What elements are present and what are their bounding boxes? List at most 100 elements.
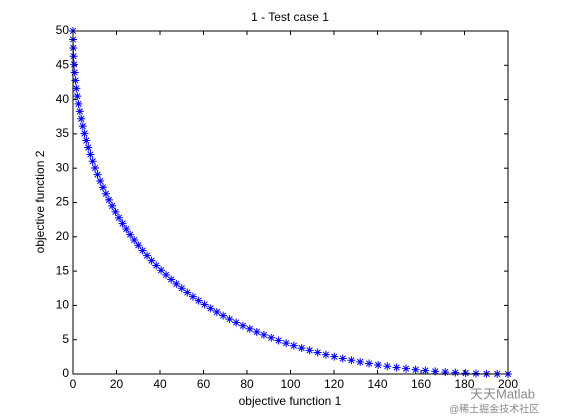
marker bbox=[431, 367, 440, 376]
marker bbox=[82, 136, 91, 145]
marker bbox=[172, 279, 181, 288]
y-tick-label: 45 bbox=[56, 57, 70, 71]
marker bbox=[75, 107, 84, 116]
watermark: 天天Matlab bbox=[470, 386, 535, 401]
marker bbox=[134, 241, 143, 250]
y-axis-label: objective function 2 bbox=[33, 150, 47, 253]
marker bbox=[162, 270, 171, 279]
y-tick-label: 20 bbox=[56, 229, 70, 243]
marker bbox=[69, 52, 78, 61]
x-tick-label: 140 bbox=[367, 377, 387, 391]
marker bbox=[188, 292, 197, 301]
marker bbox=[289, 341, 298, 350]
marker bbox=[305, 346, 314, 355]
marker bbox=[138, 246, 147, 255]
marker bbox=[225, 315, 234, 324]
marker bbox=[338, 354, 347, 363]
watermark: @稀土掘金技术社区 bbox=[449, 403, 539, 416]
marker bbox=[152, 261, 161, 270]
marker bbox=[80, 129, 89, 138]
marker bbox=[126, 230, 135, 239]
marker bbox=[282, 339, 291, 348]
marker bbox=[200, 300, 209, 309]
x-tick-label: 200 bbox=[498, 377, 518, 391]
marker bbox=[108, 201, 117, 210]
marker bbox=[383, 362, 392, 371]
marker bbox=[177, 284, 186, 293]
marker bbox=[206, 304, 215, 313]
marker bbox=[130, 236, 139, 245]
plot-area bbox=[73, 31, 508, 374]
marker bbox=[71, 76, 80, 85]
marker bbox=[252, 327, 261, 336]
y-tick-label: 0 bbox=[62, 366, 69, 380]
marker bbox=[245, 324, 254, 333]
marker bbox=[143, 251, 152, 260]
marker bbox=[274, 336, 283, 345]
y-tick-label: 25 bbox=[56, 195, 70, 209]
x-tick-label: 100 bbox=[280, 377, 300, 391]
plot: 0 20 40 60 80 100 120 140 160 180 200 0 5 10 15 20 25 30 3… bbox=[56, 23, 519, 391]
marker bbox=[70, 60, 79, 69]
marker bbox=[72, 84, 81, 93]
marker bbox=[111, 207, 120, 216]
marker bbox=[313, 348, 322, 357]
marker bbox=[330, 352, 339, 361]
y-tick-label: 15 bbox=[56, 263, 70, 277]
marker bbox=[147, 256, 156, 265]
marker bbox=[114, 213, 123, 222]
y-tick-label: 40 bbox=[56, 92, 70, 106]
marker bbox=[365, 359, 374, 368]
x-tick-label: 20 bbox=[110, 377, 124, 391]
marker bbox=[356, 357, 365, 366]
marker bbox=[212, 308, 221, 317]
y-tick-label: 5 bbox=[62, 332, 69, 346]
marker bbox=[451, 368, 460, 377]
marker bbox=[91, 163, 100, 172]
marker bbox=[219, 311, 228, 320]
x-tick-label: 80 bbox=[240, 377, 254, 391]
marker bbox=[118, 219, 127, 228]
marker bbox=[411, 365, 420, 374]
marker bbox=[157, 266, 166, 275]
marker bbox=[86, 150, 95, 159]
x-tick-label: 40 bbox=[153, 377, 167, 391]
y-tick-label: 35 bbox=[56, 126, 70, 140]
marker bbox=[70, 68, 79, 77]
marker bbox=[347, 356, 356, 365]
marker bbox=[96, 177, 105, 186]
chart-title: 1 - Test case 1 bbox=[251, 10, 329, 24]
axes-box bbox=[72, 30, 509, 375]
x-tick-label: 180 bbox=[454, 377, 474, 391]
marker bbox=[267, 333, 276, 342]
x-tick-label: 120 bbox=[324, 377, 344, 391]
marker bbox=[259, 330, 268, 339]
marker bbox=[104, 195, 113, 204]
marker bbox=[402, 364, 411, 373]
x-tick-label: 0 bbox=[70, 377, 77, 391]
marker bbox=[93, 170, 102, 179]
marker bbox=[167, 275, 176, 284]
marker bbox=[297, 344, 306, 353]
marker bbox=[84, 143, 93, 152]
marker bbox=[183, 288, 192, 297]
marker bbox=[73, 92, 82, 101]
marker bbox=[74, 99, 83, 108]
marker bbox=[98, 183, 107, 192]
marker bbox=[321, 350, 330, 359]
x-tick-label: 60 bbox=[197, 377, 211, 391]
marker bbox=[238, 321, 247, 330]
x-tick-label: 160 bbox=[411, 377, 431, 391]
y-tick-label: 10 bbox=[56, 298, 70, 312]
marker bbox=[194, 296, 203, 305]
marker bbox=[392, 363, 401, 372]
marker bbox=[461, 369, 470, 378]
y-tick-label: 30 bbox=[56, 160, 70, 174]
marker bbox=[78, 122, 87, 131]
y-tick-label: 50 bbox=[56, 23, 70, 37]
marker bbox=[232, 318, 241, 327]
marker bbox=[374, 360, 383, 369]
marker bbox=[421, 366, 430, 375]
marker bbox=[88, 157, 97, 166]
